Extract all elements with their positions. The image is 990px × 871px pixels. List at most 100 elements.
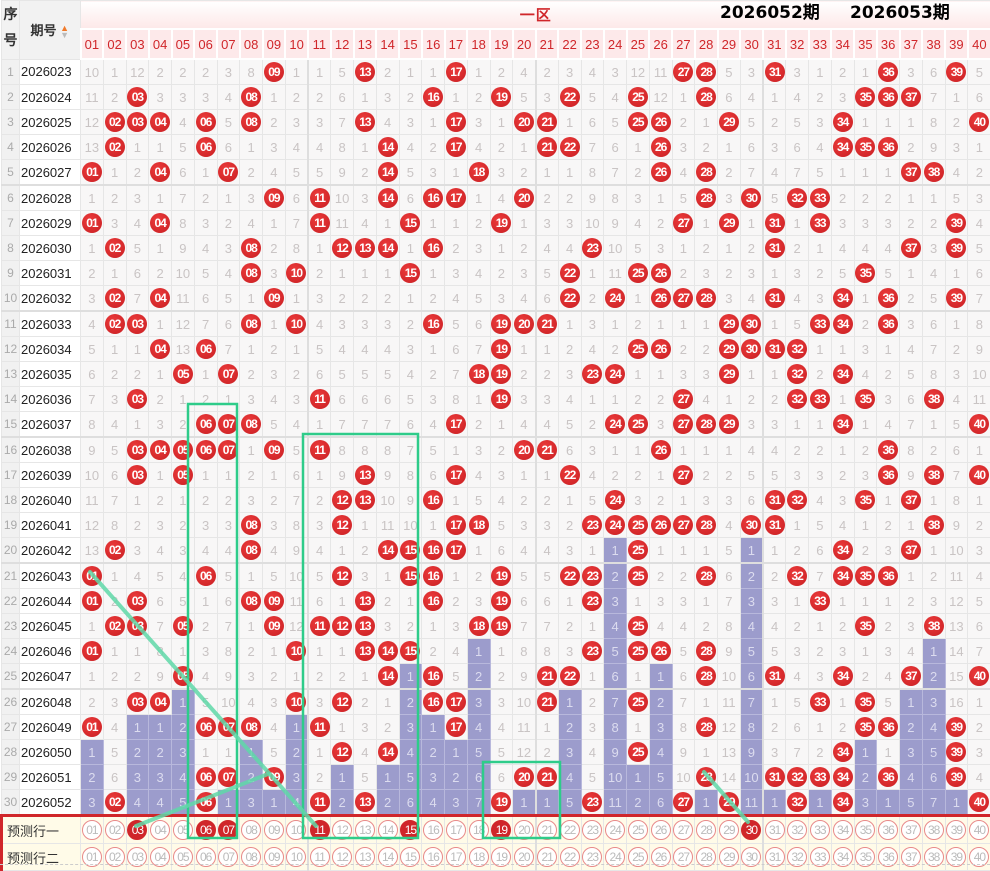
prediction-cell[interactable]: 04 — [149, 844, 172, 871]
prediction-cell[interactable]: 14 — [376, 816, 399, 844]
prediction-cell[interactable]: 10 — [285, 844, 308, 871]
prediction-ball-22[interactable]: 22 — [560, 820, 580, 840]
prediction-ball-01[interactable]: 01 — [82, 820, 102, 840]
prediction-cell[interactable]: 05 — [172, 844, 195, 871]
prediction-cell[interactable]: 07 — [217, 816, 240, 844]
prediction-cell[interactable]: 21 — [536, 816, 559, 844]
prediction-ball-38[interactable]: 38 — [924, 820, 944, 840]
prediction-ball-02[interactable]: 02 — [105, 820, 125, 840]
prediction-cell[interactable]: 34 — [831, 816, 854, 844]
prediction-ball-35[interactable]: 35 — [855, 820, 875, 840]
prediction-cell[interactable]: 28 — [695, 816, 718, 844]
prediction-cell[interactable]: 32 — [786, 844, 809, 871]
prediction-cell[interactable]: 17 — [445, 844, 468, 871]
prediction-cell[interactable]: 03 — [126, 844, 149, 871]
prediction-cell[interactable]: 15 — [399, 844, 422, 871]
prediction-cell[interactable]: 05 — [172, 816, 195, 844]
prediction-cell[interactable]: 01 — [81, 816, 104, 844]
prediction-cell[interactable]: 33 — [809, 844, 832, 871]
prediction-cell[interactable]: 30 — [740, 844, 763, 871]
prediction-cell[interactable]: 12 — [331, 816, 354, 844]
prediction-cell[interactable]: 25 — [627, 816, 650, 844]
prediction-cell[interactable]: 31 — [763, 844, 786, 871]
prediction-ball-26[interactable]: 26 — [651, 820, 671, 840]
prediction-cell[interactable]: 38 — [922, 816, 945, 844]
prediction-ball-18[interactable]: 18 — [469, 820, 489, 840]
prediction-cell[interactable]: 15 — [399, 816, 422, 844]
prediction-cell[interactable]: 36 — [877, 844, 900, 871]
prediction-cell[interactable]: 19 — [490, 816, 513, 844]
prediction-cell[interactable]: 13 — [354, 844, 377, 871]
prediction-ball-24[interactable]: 24 — [605, 820, 625, 840]
prediction-ball-39[interactable]: 39 — [946, 820, 966, 840]
prediction-cell[interactable]: 39 — [945, 844, 968, 871]
prediction-ball-28[interactable]: 28 — [696, 820, 716, 840]
prediction-ball-25[interactable]: 25 — [628, 820, 648, 840]
prediction-ball-12[interactable]: 12 — [332, 820, 352, 840]
prediction-ball-32[interactable]: 32 — [787, 820, 807, 840]
prediction-ball-21[interactable]: 21 — [537, 820, 557, 840]
prediction-cell[interactable]: 37 — [900, 816, 923, 844]
prediction-cell[interactable]: 24 — [604, 844, 627, 871]
prediction-cell[interactable]: 13 — [354, 816, 377, 844]
prediction-ball-04[interactable]: 04 — [150, 820, 170, 840]
prediction-cell[interactable]: 23 — [581, 816, 604, 844]
prediction-cell[interactable]: 29 — [718, 844, 741, 871]
prediction-cell[interactable]: 26 — [649, 844, 672, 871]
prediction-cell[interactable]: 16 — [422, 844, 445, 871]
prediction-ball-10[interactable]: 10 — [286, 820, 306, 840]
prediction-cell[interactable]: 02 — [103, 844, 126, 871]
prediction-ball-27[interactable]: 27 — [673, 820, 693, 840]
prediction-cell[interactable]: 11 — [308, 844, 331, 871]
prediction-cell[interactable]: 19 — [490, 844, 513, 871]
prediction-cell[interactable]: 06 — [194, 844, 217, 871]
prediction-cell[interactable]: 12 — [331, 844, 354, 871]
prediction-cell[interactable]: 23 — [581, 844, 604, 871]
prediction-ball-33[interactable]: 33 — [810, 820, 830, 840]
prediction-ball-20[interactable]: 20 — [514, 820, 534, 840]
prediction-cell[interactable]: 04 — [149, 816, 172, 844]
prediction-cell[interactable]: 32 — [786, 816, 809, 844]
prediction-cell[interactable]: 11 — [308, 816, 331, 844]
prediction-cell[interactable]: 25 — [627, 844, 650, 871]
prediction-ball-37[interactable]: 37 — [901, 820, 921, 840]
prediction-ball-40[interactable]: 40 — [969, 820, 989, 840]
prediction-cell[interactable]: 38 — [922, 844, 945, 871]
prediction-cell[interactable]: 14 — [376, 844, 399, 871]
prediction-cell[interactable]: 34 — [831, 844, 854, 871]
prediction-cell[interactable]: 22 — [558, 844, 581, 871]
prediction-ball-05[interactable]: 05 — [173, 820, 193, 840]
prediction-cell[interactable]: 08 — [240, 844, 263, 871]
prediction-ball-03[interactable]: 03 — [127, 820, 147, 840]
prediction-cell[interactable]: 08 — [240, 816, 263, 844]
prediction-cell[interactable]: 29 — [718, 816, 741, 844]
prediction-cell[interactable]: 06 — [194, 816, 217, 844]
prediction-cell[interactable]: 35 — [854, 844, 877, 871]
prediction-cell[interactable]: 18 — [467, 816, 490, 844]
prediction-ball-08[interactable]: 08 — [241, 820, 261, 840]
prediction-ball-30[interactable]: 30 — [741, 820, 761, 840]
prediction-cell[interactable]: 31 — [763, 816, 786, 844]
prediction-cell[interactable]: 18 — [467, 844, 490, 871]
prediction-ball-19[interactable]: 19 — [491, 820, 511, 840]
prediction-cell[interactable]: 01 — [81, 844, 104, 871]
prediction-cell[interactable]: 09 — [263, 844, 286, 871]
prediction-ball-29[interactable]: 29 — [719, 820, 739, 840]
prediction-cell[interactable]: 16 — [422, 816, 445, 844]
prediction-cell[interactable]: 37 — [900, 844, 923, 871]
prediction-ball-14[interactable]: 14 — [378, 820, 398, 840]
prediction-cell[interactable]: 21 — [536, 844, 559, 871]
prediction-ball-13[interactable]: 13 — [355, 820, 375, 840]
prediction-cell[interactable]: 07 — [217, 844, 240, 871]
prediction-cell[interactable]: 35 — [854, 816, 877, 844]
prediction-cell[interactable]: 39 — [945, 816, 968, 844]
period-header[interactable]: 期号 ▲▼ — [20, 1, 81, 60]
prediction-ball-15[interactable]: 15 — [400, 820, 420, 840]
prediction-cell[interactable]: 10 — [285, 816, 308, 844]
prediction-cell[interactable]: 40 — [968, 844, 990, 871]
prediction-cell[interactable]: 27 — [672, 816, 695, 844]
prediction-cell[interactable]: 20 — [513, 844, 536, 871]
prediction-ball-36[interactable]: 36 — [878, 820, 898, 840]
prediction-cell[interactable]: 40 — [968, 816, 990, 844]
prediction-ball-23[interactable]: 23 — [582, 820, 602, 840]
